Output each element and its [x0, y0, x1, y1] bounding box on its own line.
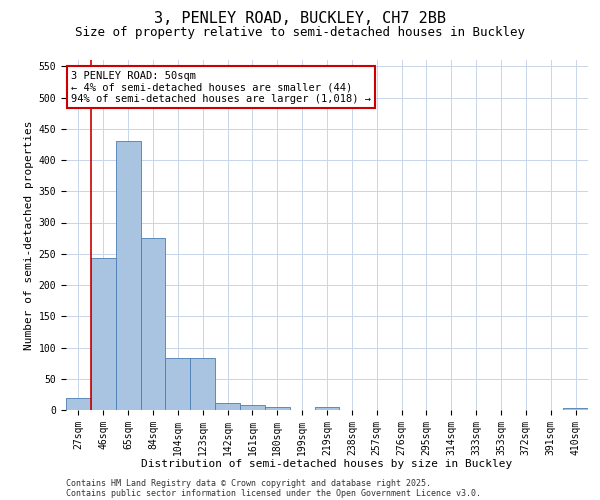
- Text: Contains HM Land Registry data © Crown copyright and database right 2025.: Contains HM Land Registry data © Crown c…: [66, 478, 431, 488]
- Text: Size of property relative to semi-detached houses in Buckley: Size of property relative to semi-detach…: [75, 26, 525, 39]
- Bar: [314, 407, 340, 410]
- Bar: [240, 405, 265, 410]
- Text: Contains public sector information licensed under the Open Government Licence v3: Contains public sector information licen…: [66, 488, 481, 498]
- Bar: [166, 358, 190, 410]
- Text: 3 PENLEY ROAD: 50sqm
← 4% of semi-detached houses are smaller (44)
94% of semi-d: 3 PENLEY ROAD: 50sqm ← 4% of semi-detach…: [71, 70, 371, 104]
- Bar: [140, 238, 166, 410]
- Text: 3, PENLEY ROAD, BUCKLEY, CH7 2BB: 3, PENLEY ROAD, BUCKLEY, CH7 2BB: [154, 11, 446, 26]
- Bar: [116, 142, 140, 410]
- Bar: [563, 408, 588, 410]
- Bar: [215, 402, 240, 410]
- Bar: [190, 358, 215, 410]
- X-axis label: Distribution of semi-detached houses by size in Buckley: Distribution of semi-detached houses by …: [142, 459, 512, 469]
- Bar: [91, 258, 116, 410]
- Bar: [66, 398, 91, 410]
- Bar: [265, 407, 290, 410]
- Y-axis label: Number of semi-detached properties: Number of semi-detached properties: [25, 120, 34, 350]
